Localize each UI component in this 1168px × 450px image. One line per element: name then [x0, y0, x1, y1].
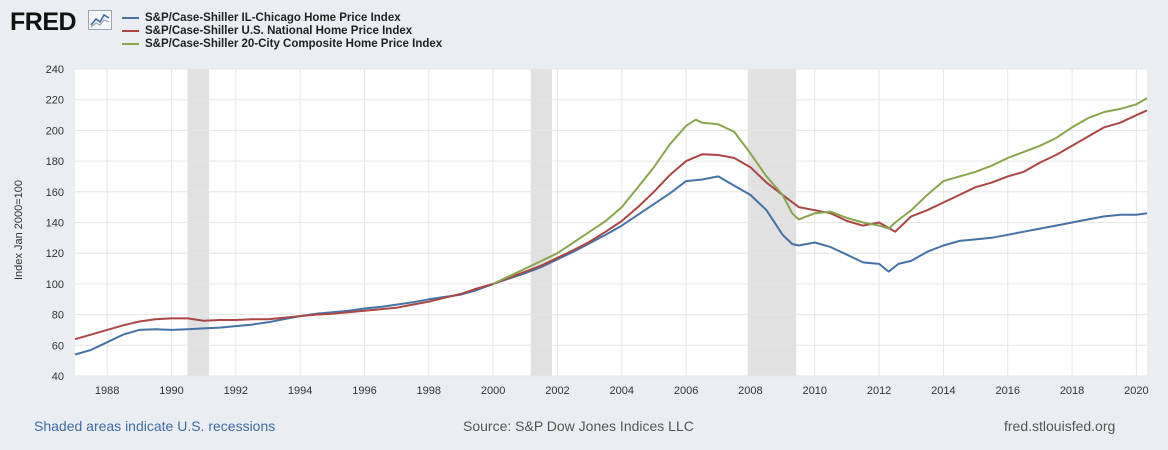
series-line-national — [74, 109, 1148, 341]
y-tick-label: 60 — [52, 340, 64, 352]
x-tick-label: 2010 — [803, 385, 827, 397]
y-tick-label: 200 — [46, 125, 64, 137]
fred-logo[interactable]: FRED — [10, 8, 77, 36]
y-tick-labels: 40 60 80 100 120 140 160 180 200 220 240 — [46, 64, 64, 383]
x-tick-labels: 1988 1990 1992 1994 1996 1998 2000 2002 2004 2006… — [95, 385, 1149, 397]
legend-item-chicago[interactable]: S&P/Case-Shiller IL-Chicago Home Price I… — [122, 11, 442, 24]
y-axis-label: Index Jan 2000=100 — [13, 180, 25, 280]
legend-label-chicago: S&P/Case-Shiller IL-Chicago Home Price I… — [145, 11, 401, 24]
x-tick-label: 2002 — [545, 385, 569, 397]
y-tick-label: 240 — [46, 64, 64, 76]
y-tick-label: 180 — [46, 156, 64, 168]
y-tick-label: 120 — [46, 248, 64, 260]
x-tick-label: 2020 — [1124, 385, 1148, 397]
x-tick-label: 2000 — [481, 385, 505, 397]
chart-footer: Shaded areas indicate U.S. recessions So… — [0, 410, 1168, 450]
fred-chart-icon — [88, 10, 112, 30]
x-tick-label: 2016 — [995, 385, 1019, 397]
x-tick-label: 1994 — [288, 385, 312, 397]
x-tick-label: 2014 — [931, 385, 955, 397]
y-tick-label: 80 — [52, 310, 64, 322]
x-tick-label: 2018 — [1060, 385, 1084, 397]
legend-swatch-composite — [122, 42, 139, 45]
y-tick-label: 100 — [46, 279, 64, 291]
x-tick-label: 2008 — [738, 385, 762, 397]
legend-swatch-chicago — [122, 16, 139, 19]
x-tick-label: 2012 — [867, 385, 891, 397]
legend-label-national: S&P/Case-Shiller U.S. National Home Pric… — [145, 24, 413, 37]
x-tick-label: 1992 — [224, 385, 248, 397]
y-tick-label: 160 — [46, 187, 64, 199]
series-lines — [74, 97, 1148, 356]
legend-item-composite[interactable]: S&P/Case-Shiller 20-City Composite Home … — [122, 37, 442, 50]
y-tick-label: 140 — [46, 218, 64, 230]
legend-label-composite: S&P/Case-Shiller 20-City Composite Home … — [145, 37, 443, 50]
x-tick-label: 1996 — [352, 385, 376, 397]
x-tick-label: 2006 — [674, 385, 698, 397]
x-tick-label: 1998 — [417, 385, 441, 397]
chart-header: FRED S&P/Case-Shiller IL-Chicago Home Pr… — [0, 0, 1168, 62]
x-tick-label: 2004 — [610, 385, 634, 397]
legend-swatch-national — [122, 29, 139, 32]
series-line-composite — [492, 97, 1148, 285]
chart-legend: S&P/Case-Shiller IL-Chicago Home Price I… — [122, 11, 442, 50]
x-tick-label: 1988 — [95, 385, 119, 397]
y-tick-label: 40 — [52, 371, 64, 383]
source-credit: Source: S&P Dow Jones Indices LLC — [463, 418, 694, 434]
x-tick-label: 1990 — [159, 385, 183, 397]
series-line-chicago — [74, 175, 1148, 356]
legend-item-national[interactable]: S&P/Case-Shiller U.S. National Home Pric… — [122, 24, 442, 37]
recession-note-link[interactable]: Shaded areas indicate U.S. recessions — [34, 418, 276, 434]
y-tick-label: 220 — [46, 95, 64, 107]
fred-site-link[interactable]: fred.stlouisfed.org — [1004, 418, 1116, 434]
